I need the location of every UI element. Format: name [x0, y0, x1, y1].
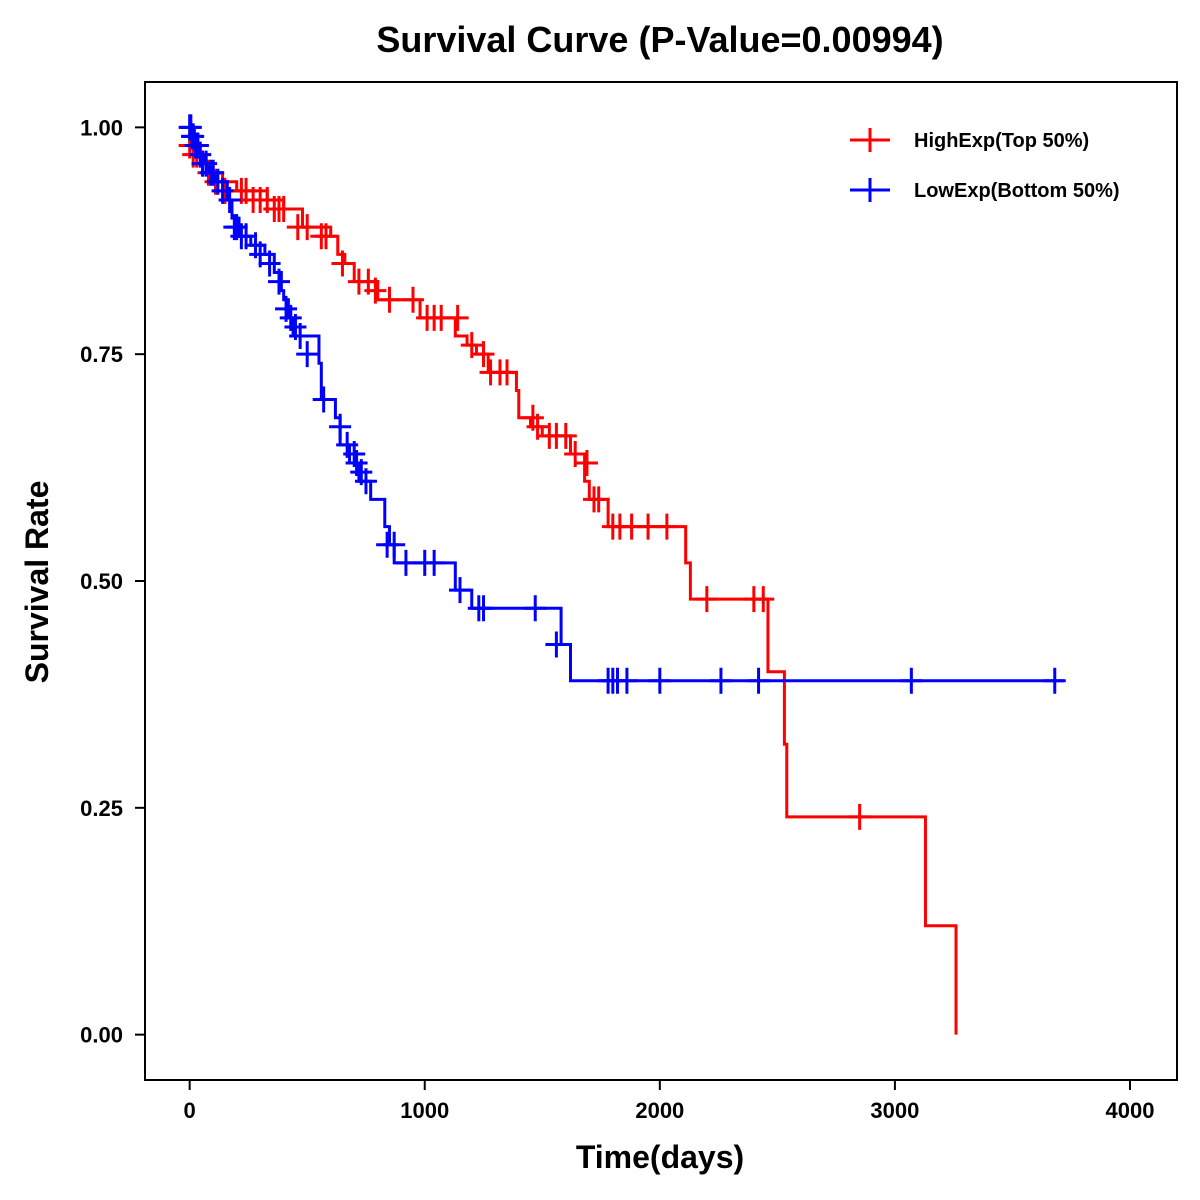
censor-mark-high — [655, 513, 678, 540]
x-tick-label: 2000 — [635, 1098, 684, 1123]
series-high — [178, 132, 958, 1035]
censor-mark-high — [564, 440, 587, 467]
series-layer — [178, 114, 1066, 1035]
censor-mark-low — [648, 667, 671, 694]
censor-mark-high — [378, 286, 401, 313]
censor-mark-low — [354, 468, 377, 495]
censor-mark-low — [218, 186, 241, 213]
censor-mark-high — [587, 486, 610, 513]
y-tick-label: 0.00 — [80, 1023, 123, 1048]
censor-mark-low — [258, 250, 281, 277]
censor-mark-low — [267, 268, 290, 295]
legend: HighExp(Top 50%) LowExp(Bottom 50%) — [850, 128, 1120, 202]
censor-mark-high — [695, 586, 718, 613]
y-tick-label: 0.50 — [80, 569, 123, 594]
x-tick-label: 3000 — [870, 1098, 919, 1123]
censor-mark-high — [296, 214, 319, 241]
censor-mark-low — [900, 667, 923, 694]
series-low — [178, 114, 1066, 694]
censor-mark-high — [315, 223, 338, 250]
x-tick-label: 4000 — [1106, 1098, 1155, 1123]
censor-mark-low — [615, 667, 638, 694]
censor-mark-low — [394, 549, 417, 576]
censor-mark-low — [747, 667, 770, 694]
censor-mark-high — [331, 250, 354, 277]
censor-mark-high — [496, 359, 519, 386]
x-tick-label: 0 — [184, 1098, 196, 1123]
censor-mark-high — [752, 586, 775, 613]
y-axis-label: Survival Rate — [19, 481, 55, 684]
censor-mark-high — [637, 513, 660, 540]
censor-mark-high — [272, 196, 295, 223]
y-tick-label: 1.00 — [80, 115, 123, 140]
censor-mark-low — [524, 595, 547, 622]
x-axis-label: Time(days) — [576, 1139, 744, 1175]
legend-high-label: HighExp(Top 50%) — [914, 130, 1089, 152]
legend-low-label: LowExp(Bottom 50%) — [914, 180, 1120, 202]
censor-mark-low — [545, 631, 568, 658]
censor-mark-low — [449, 577, 472, 604]
censor-mark-high — [554, 422, 577, 449]
x-tick-label: 1000 — [400, 1098, 449, 1123]
censor-mark-low — [383, 531, 406, 558]
censor-mark-low — [329, 413, 352, 440]
censor-mark-high — [446, 304, 469, 331]
censor-mark-low — [1043, 667, 1066, 694]
censor-mark-high — [848, 803, 871, 830]
censor-mark-high — [460, 332, 483, 359]
censor-mark-high — [575, 450, 598, 477]
axes: 0 1000 2000 3000 4000 0.00 0.25 0.50 0.75 1.00 — [80, 115, 1154, 1123]
chart-title: Survival Curve (P-Value=0.00994) — [376, 19, 943, 60]
censor-mark-high — [526, 413, 549, 440]
censor-mark-low — [312, 386, 335, 413]
y-tick-label: 0.75 — [80, 342, 123, 367]
censor-mark-high — [364, 277, 387, 304]
censor-mark-low — [709, 667, 732, 694]
censor-mark-low — [472, 595, 495, 622]
censor-mark-low — [296, 341, 319, 368]
censor-mark-high — [401, 286, 424, 313]
censor-mark-low — [289, 323, 312, 350]
y-tick-label: 0.25 — [80, 796, 123, 821]
censor-mark-low — [423, 549, 446, 576]
censor-mark-high — [472, 341, 495, 368]
